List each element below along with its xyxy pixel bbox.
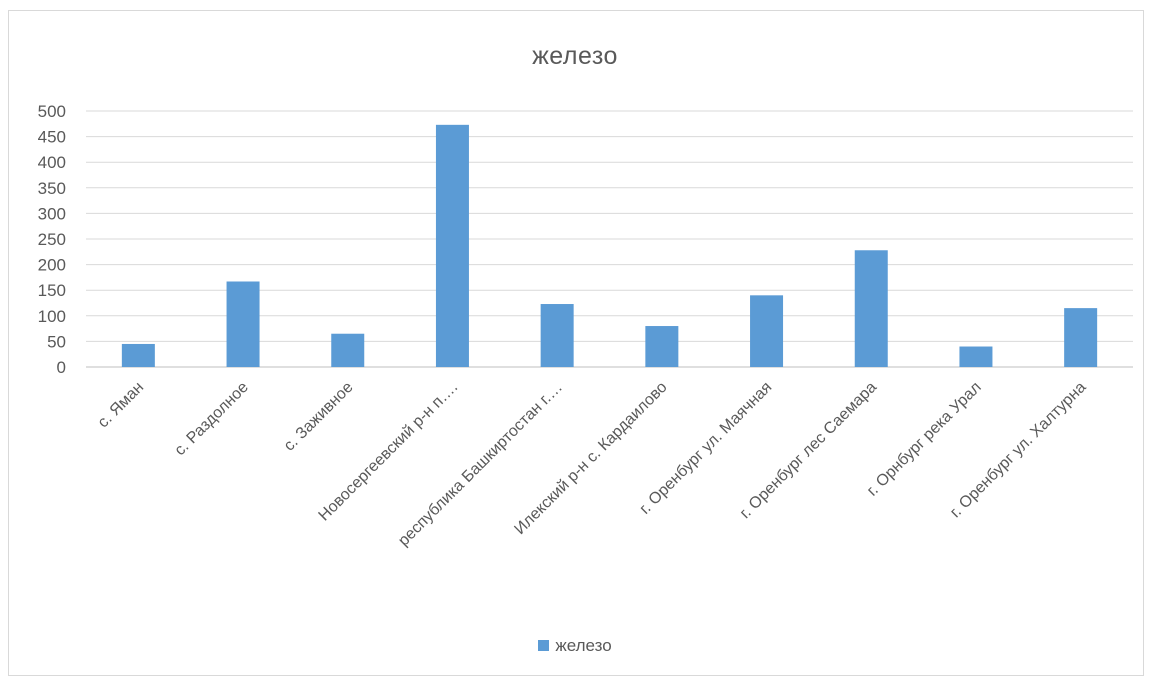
- bar: [435, 124, 469, 367]
- chart-title: железо: [532, 42, 618, 70]
- y-tick-label: 500: [38, 102, 66, 121]
- legend: железо: [0, 636, 1150, 656]
- x-tick-label: г. Орнбург река Урал: [864, 379, 985, 500]
- x-tick-label: с. Заживное: [281, 379, 357, 455]
- y-tick-label: 250: [38, 230, 66, 249]
- bar: [540, 304, 574, 367]
- chart-frame: [8, 10, 1144, 676]
- y-tick-label: 400: [38, 153, 66, 172]
- legend-label: железо: [555, 636, 612, 655]
- y-tick-label: 200: [38, 256, 66, 275]
- bar: [645, 326, 679, 367]
- y-tick-label: 150: [38, 281, 66, 300]
- bar: [331, 333, 365, 367]
- bar: [121, 343, 155, 367]
- y-tick-label: 50: [47, 332, 66, 351]
- y-tick-label: 450: [38, 128, 66, 147]
- legend-swatch: [538, 640, 550, 652]
- bar: [959, 346, 993, 367]
- bar: [750, 295, 784, 367]
- bar: [226, 281, 260, 367]
- y-tick-label: 100: [38, 307, 66, 326]
- bar: [854, 250, 888, 367]
- bar: [1064, 308, 1098, 367]
- x-tick-label: с. Раздолное: [172, 379, 252, 459]
- x-tick-label: республика Башкиртостан г.…: [395, 379, 566, 550]
- y-tick-label: 300: [38, 204, 66, 223]
- legend-item: железо: [538, 636, 612, 656]
- y-tick-label: 350: [38, 179, 66, 198]
- x-tick-label: с. Яман: [95, 379, 147, 431]
- y-tick-label: 0: [57, 358, 66, 377]
